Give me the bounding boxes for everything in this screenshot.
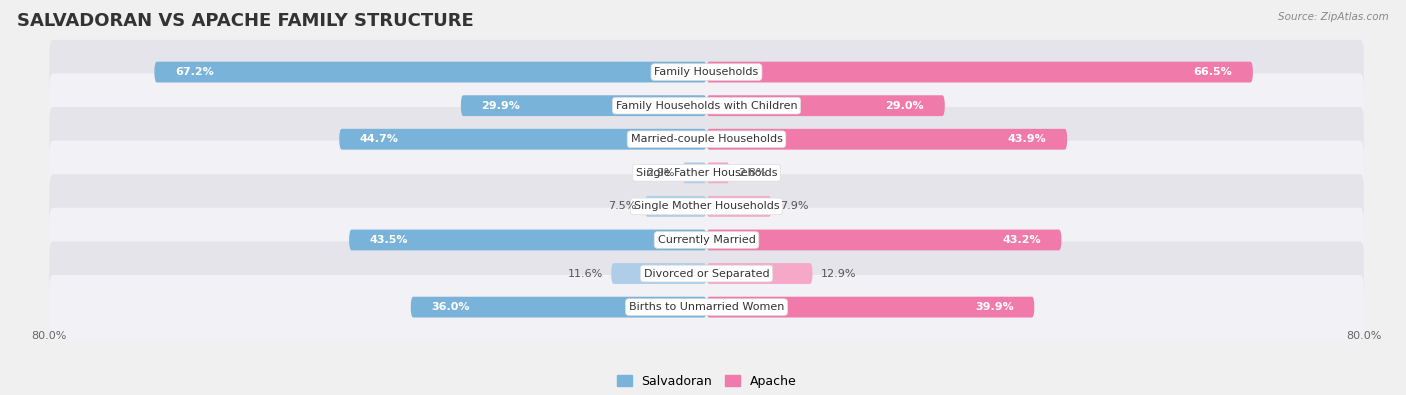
Text: 44.7%: 44.7%	[360, 134, 399, 144]
Text: 29.9%: 29.9%	[481, 101, 520, 111]
FancyBboxPatch shape	[49, 275, 1364, 339]
FancyBboxPatch shape	[707, 95, 945, 116]
FancyBboxPatch shape	[49, 208, 1364, 272]
Text: 7.5%: 7.5%	[609, 201, 637, 211]
Text: 2.8%: 2.8%	[738, 168, 766, 178]
Text: 43.9%: 43.9%	[1008, 134, 1046, 144]
FancyBboxPatch shape	[707, 162, 730, 183]
Text: 43.2%: 43.2%	[1002, 235, 1040, 245]
Text: 39.9%: 39.9%	[974, 302, 1014, 312]
Text: 11.6%: 11.6%	[568, 269, 603, 278]
FancyBboxPatch shape	[707, 297, 1035, 318]
Legend: Salvadoran, Apache: Salvadoran, Apache	[612, 370, 801, 393]
FancyBboxPatch shape	[707, 229, 1062, 250]
FancyBboxPatch shape	[49, 174, 1364, 239]
Text: 29.0%: 29.0%	[886, 101, 924, 111]
FancyBboxPatch shape	[645, 196, 707, 217]
Text: Divorced or Separated: Divorced or Separated	[644, 269, 769, 278]
FancyBboxPatch shape	[707, 263, 813, 284]
FancyBboxPatch shape	[155, 62, 707, 83]
Text: 2.9%: 2.9%	[645, 168, 675, 178]
FancyBboxPatch shape	[707, 62, 1253, 83]
FancyBboxPatch shape	[349, 229, 707, 250]
FancyBboxPatch shape	[683, 162, 707, 183]
FancyBboxPatch shape	[339, 129, 707, 150]
Text: 12.9%: 12.9%	[821, 269, 856, 278]
FancyBboxPatch shape	[49, 40, 1364, 104]
Text: SALVADORAN VS APACHE FAMILY STRUCTURE: SALVADORAN VS APACHE FAMILY STRUCTURE	[17, 12, 474, 30]
Text: 43.5%: 43.5%	[370, 235, 408, 245]
FancyBboxPatch shape	[49, 241, 1364, 306]
Text: 7.9%: 7.9%	[780, 201, 808, 211]
Text: 36.0%: 36.0%	[432, 302, 470, 312]
FancyBboxPatch shape	[612, 263, 707, 284]
Text: Births to Unmarried Women: Births to Unmarried Women	[628, 302, 785, 312]
FancyBboxPatch shape	[707, 129, 1067, 150]
FancyBboxPatch shape	[461, 95, 707, 116]
FancyBboxPatch shape	[49, 107, 1364, 171]
FancyBboxPatch shape	[707, 196, 772, 217]
Text: Source: ZipAtlas.com: Source: ZipAtlas.com	[1278, 12, 1389, 22]
Text: 67.2%: 67.2%	[174, 67, 214, 77]
FancyBboxPatch shape	[411, 297, 707, 318]
Text: Married-couple Households: Married-couple Households	[630, 134, 783, 144]
Text: Family Households: Family Households	[654, 67, 759, 77]
Text: Single Father Households: Single Father Households	[636, 168, 778, 178]
Text: Family Households with Children: Family Households with Children	[616, 101, 797, 111]
Text: Currently Married: Currently Married	[658, 235, 755, 245]
Text: 66.5%: 66.5%	[1194, 67, 1232, 77]
FancyBboxPatch shape	[49, 73, 1364, 138]
Text: Single Mother Households: Single Mother Households	[634, 201, 779, 211]
FancyBboxPatch shape	[49, 141, 1364, 205]
